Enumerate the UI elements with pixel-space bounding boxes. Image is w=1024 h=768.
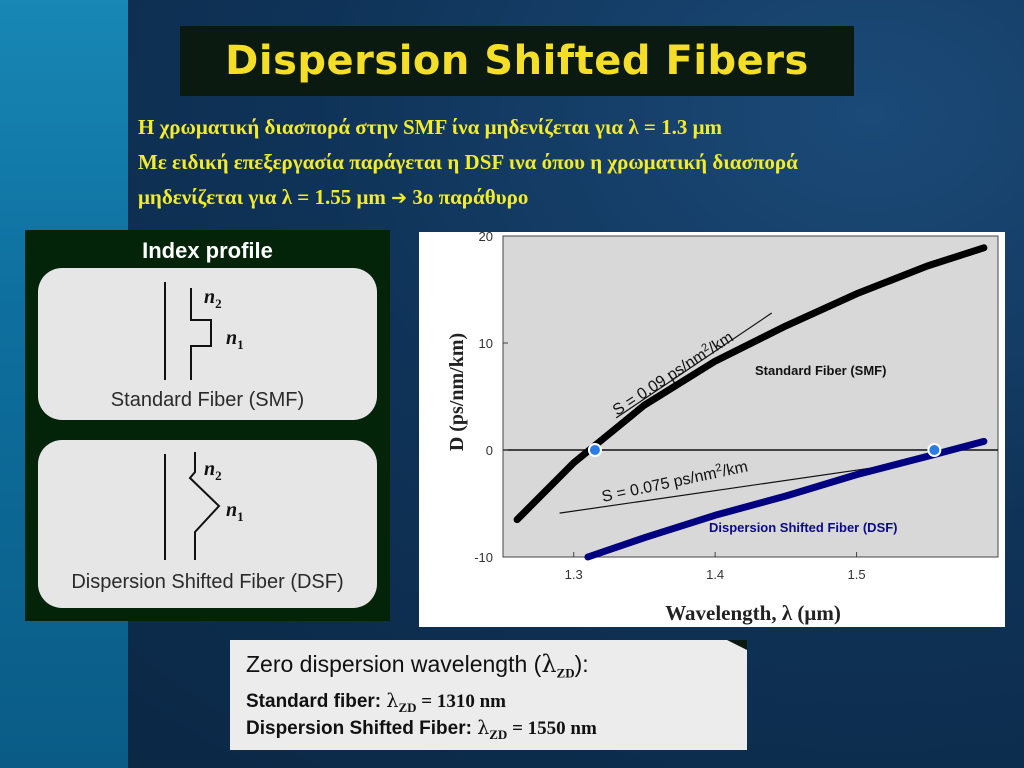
x-tick-label: 1.3 [565,567,583,582]
standard-fiber-zd: Standard fiber: λZD = 1310 nm [246,690,506,715]
smf-n1-label: n1 [226,327,244,352]
zero-dispersion-heading: Zero dispersion wavelength (λZD): [246,650,589,681]
dsf-index-diagram [164,452,221,560]
smf-step-profile [190,288,212,380]
intro-line-3-tail: 3ο παράθυρο [412,185,529,209]
smf-profile-card: n2 n1 Standard Fiber (SMF) [38,268,377,420]
dsf-n1-label: n1 [226,499,244,524]
dsf-dispersion-curve [584,437,988,561]
dsf-zd: Dispersion Shifted Fiber: λZD = 1550 nm [246,717,597,742]
x-tick-label: 1.5 [848,567,866,582]
y-tick-label: 10 [479,336,493,351]
dsf-profile-card: n2 n1 Dispersion Shifted Fiber (DSF) [38,440,377,608]
y-tick-label: 20 [479,232,493,244]
x-axis-label: Wavelength, λ (μm) [665,601,841,625]
index-profile-panel: Index profile n2 n1 Standard Fiber (SMF)… [25,230,390,621]
y-tick-label: -10 [474,550,493,565]
smf-n2-label: n2 [204,286,222,311]
intro-line-3: μηδενίζεται για λ = 1.55 μm ➔ 3ο παράθυρ… [138,180,1018,216]
intro-line-1: Η χρωματική διασπορά στην SMF ίνα μηδενί… [138,115,723,139]
dsf-triangular-profile [188,452,221,560]
intro-text: Η χρωματική διασπορά στην SMF ίνα μηδενί… [138,110,1018,216]
index-profile-title: Index profile [142,238,273,263]
smf-series-label: Standard Fiber (SMF) [755,363,886,378]
zero-crossing-point [587,443,602,457]
dsf-slope-tangent [559,465,885,514]
smf-dispersion-curve [513,244,988,524]
dispersion-chart-panel: 20 10 0 -10 1.3 1.4 1.5 S = 0.09 ps/nm2/km S … [419,232,1005,627]
slide-title: Dispersion Shifted Fibers [225,38,809,84]
dsf-label: Dispersion Shifted Fiber (DSF) [71,571,344,593]
y-axis-label: D (ps/nm/km) [446,333,468,451]
smf-label: Standard Fiber (SMF) [110,389,305,411]
smf-slope-tangent [615,312,773,419]
title-box: Dispersion Shifted Fibers [180,26,854,96]
zero-dispersion-box: Zero dispersion wavelength (λZD): Standa… [230,640,747,750]
right-arrow-icon: ➔ [391,187,408,209]
smf-index-diagram [164,282,212,380]
x-tick-label: 1.4 [706,567,724,582]
intro-line-2: Με ειδική επεξεργασία παράγεται η DSF ιν… [138,150,798,174]
corner-decoration [727,640,747,650]
dsf-n2-label: n2 [204,458,222,483]
intro-line-3-text: μηδενίζεται για λ = 1.55 μm [138,185,386,209]
dsf-series-label: Dispersion Shifted Fiber (DSF) [709,520,898,535]
zero-crossing-point [927,443,942,457]
y-tick-label: 0 [486,443,493,458]
